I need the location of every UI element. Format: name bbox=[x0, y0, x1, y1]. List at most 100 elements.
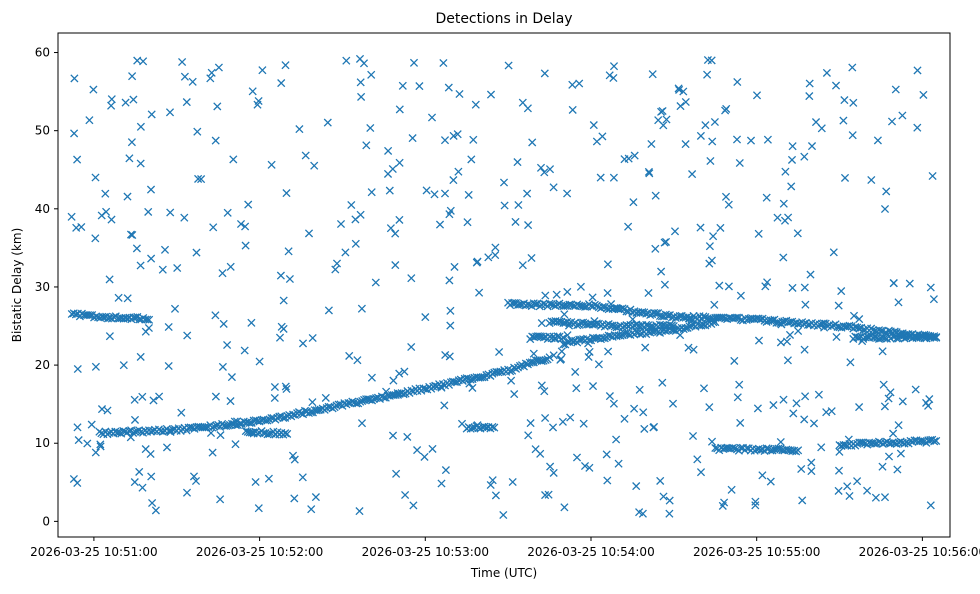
detection-marker bbox=[188, 77, 197, 86]
detection-marker bbox=[467, 155, 476, 164]
detection-marker bbox=[298, 473, 307, 482]
marks-layer bbox=[67, 54, 941, 520]
detection-marker bbox=[510, 298, 519, 308]
detection-marker bbox=[114, 293, 123, 302]
detection-marker bbox=[508, 477, 517, 487]
detection-marker bbox=[441, 350, 450, 360]
detection-marker bbox=[548, 423, 558, 432]
detection-marker bbox=[136, 159, 145, 168]
detection-marker bbox=[148, 498, 157, 508]
detection-marker bbox=[129, 95, 138, 104]
detection-marker bbox=[407, 342, 416, 352]
detection-marker bbox=[792, 399, 801, 408]
detection-marker bbox=[889, 279, 898, 288]
detection-marker bbox=[558, 417, 567, 426]
detection-marker bbox=[624, 222, 633, 231]
detection-marker bbox=[893, 465, 902, 474]
detection-marker bbox=[537, 319, 546, 328]
detection-marker bbox=[308, 398, 317, 407]
detection-marker bbox=[468, 423, 477, 433]
detection-marker bbox=[566, 413, 575, 422]
detection-marker bbox=[779, 253, 788, 262]
detection-marker bbox=[214, 63, 223, 72]
detection-marker bbox=[247, 318, 256, 327]
detection-marker bbox=[736, 291, 745, 300]
detection-marker bbox=[559, 333, 568, 342]
detection-marker bbox=[450, 262, 459, 271]
detection-marker bbox=[628, 315, 637, 324]
detection-marker bbox=[552, 290, 561, 299]
detection-marker bbox=[119, 361, 128, 370]
detection-marker bbox=[296, 409, 306, 418]
detection-marker bbox=[177, 408, 186, 417]
detection-marker bbox=[392, 469, 401, 478]
detection-marker bbox=[727, 485, 736, 494]
detection-marker bbox=[389, 391, 398, 400]
x-tick-label: 2026-03-25 10:55:00 bbox=[693, 545, 820, 559]
detection-marker bbox=[659, 492, 668, 501]
detection-marker bbox=[832, 332, 841, 342]
detection-marker bbox=[208, 448, 217, 457]
detection-marker bbox=[674, 84, 683, 93]
detection-marker bbox=[401, 490, 410, 500]
detection-marker bbox=[609, 399, 618, 408]
detection-marker bbox=[926, 501, 935, 510]
detection-marker bbox=[500, 201, 509, 210]
detection-marker bbox=[422, 186, 431, 195]
detection-marker bbox=[638, 509, 647, 518]
detection-marker bbox=[651, 191, 660, 200]
detection-marker bbox=[130, 395, 139, 404]
detection-marker bbox=[162, 443, 172, 452]
detection-marker bbox=[471, 100, 480, 109]
detection-marker bbox=[527, 358, 536, 367]
detection-marker bbox=[751, 501, 760, 510]
detection-marker bbox=[891, 85, 900, 94]
detection-marker bbox=[518, 98, 527, 107]
detection-marker bbox=[882, 187, 891, 196]
detection-marker bbox=[575, 79, 584, 88]
detection-marker bbox=[779, 395, 788, 404]
detection-marker bbox=[336, 219, 346, 229]
detection-marker bbox=[817, 443, 826, 452]
detection-marker bbox=[202, 423, 211, 432]
detection-marker bbox=[806, 270, 815, 279]
detection-marker bbox=[139, 57, 148, 66]
detection-marker bbox=[710, 117, 719, 127]
detection-marker bbox=[800, 283, 809, 292]
detection-marker bbox=[164, 322, 173, 332]
detection-marker bbox=[440, 189, 450, 198]
detection-marker bbox=[463, 218, 472, 227]
detection-marker bbox=[107, 101, 116, 110]
detection-marker bbox=[478, 373, 487, 382]
detection-marker bbox=[604, 347, 613, 356]
detection-marker bbox=[231, 440, 240, 449]
detection-marker bbox=[385, 186, 394, 195]
detection-marker bbox=[395, 158, 404, 167]
detection-marker bbox=[353, 356, 362, 365]
detection-marker bbox=[696, 468, 706, 477]
detection-marker bbox=[408, 134, 417, 143]
detection-marker bbox=[235, 419, 244, 428]
detection-marker bbox=[107, 215, 116, 224]
detection-marker bbox=[707, 56, 716, 65]
detection-marker bbox=[421, 313, 430, 322]
detection-marker bbox=[211, 136, 220, 145]
detection-marker bbox=[128, 72, 137, 81]
detection-marker bbox=[811, 118, 821, 127]
detection-marker bbox=[876, 326, 886, 335]
x-axis-label: Time (UTC) bbox=[470, 566, 537, 580]
detection-marker bbox=[884, 394, 893, 403]
detection-marker bbox=[544, 490, 553, 499]
detection-marker bbox=[632, 328, 641, 337]
detection-marker bbox=[922, 398, 931, 407]
detection-marker bbox=[219, 319, 228, 328]
detection-marker bbox=[776, 437, 785, 447]
detection-marker bbox=[652, 309, 661, 318]
detection-marker bbox=[331, 265, 340, 274]
detection-marker bbox=[782, 337, 792, 346]
detection-marker bbox=[439, 58, 448, 68]
detection-marker bbox=[244, 200, 253, 209]
detection-marker bbox=[147, 110, 156, 119]
detection-marker bbox=[279, 296, 288, 305]
detection-marker bbox=[449, 176, 458, 185]
